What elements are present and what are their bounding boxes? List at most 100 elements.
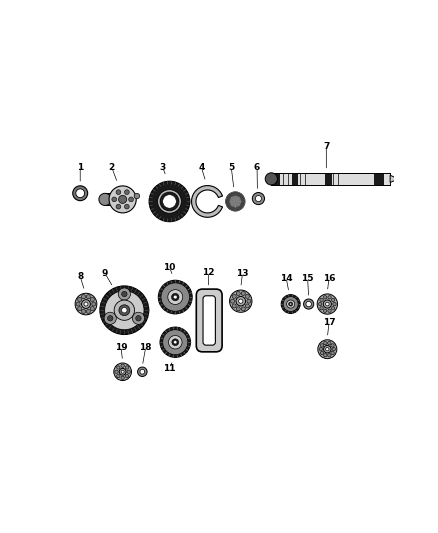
- Circle shape: [84, 302, 88, 306]
- Circle shape: [172, 339, 179, 345]
- Circle shape: [78, 297, 82, 302]
- Circle shape: [325, 302, 329, 306]
- Circle shape: [121, 370, 124, 373]
- Circle shape: [230, 196, 241, 207]
- Circle shape: [232, 294, 236, 298]
- Circle shape: [286, 300, 295, 308]
- Circle shape: [158, 280, 192, 314]
- Circle shape: [109, 186, 136, 213]
- Bar: [293, 173, 298, 185]
- Circle shape: [81, 309, 85, 313]
- Circle shape: [318, 340, 337, 359]
- Circle shape: [121, 376, 124, 379]
- Circle shape: [161, 283, 190, 311]
- Circle shape: [283, 297, 298, 311]
- Circle shape: [265, 173, 277, 185]
- Circle shape: [112, 197, 117, 202]
- Bar: [105, 193, 121, 205]
- Text: 12: 12: [202, 268, 215, 277]
- Circle shape: [324, 342, 327, 345]
- Bar: [271, 173, 280, 185]
- Circle shape: [100, 286, 149, 335]
- Circle shape: [117, 366, 120, 369]
- Circle shape: [236, 307, 240, 311]
- Circle shape: [323, 300, 332, 308]
- Circle shape: [328, 342, 331, 345]
- Text: 18: 18: [139, 343, 152, 352]
- Circle shape: [173, 341, 177, 344]
- Circle shape: [99, 193, 111, 205]
- Circle shape: [321, 344, 324, 347]
- Polygon shape: [191, 185, 223, 217]
- Circle shape: [125, 366, 129, 369]
- Circle shape: [92, 302, 96, 306]
- Circle shape: [323, 296, 327, 299]
- Circle shape: [136, 316, 141, 321]
- Circle shape: [107, 316, 113, 321]
- Circle shape: [162, 195, 176, 208]
- Circle shape: [289, 302, 293, 306]
- Circle shape: [75, 293, 97, 315]
- Text: 3: 3: [159, 163, 166, 172]
- Circle shape: [324, 353, 327, 357]
- Circle shape: [241, 307, 245, 311]
- Circle shape: [119, 368, 126, 375]
- Text: 7: 7: [323, 142, 329, 150]
- Circle shape: [331, 344, 334, 347]
- Circle shape: [328, 353, 331, 357]
- Circle shape: [76, 189, 85, 198]
- Text: 19: 19: [115, 343, 127, 352]
- Circle shape: [328, 296, 331, 299]
- Circle shape: [255, 196, 261, 201]
- Circle shape: [140, 369, 145, 374]
- Circle shape: [320, 306, 323, 310]
- Polygon shape: [390, 175, 396, 182]
- Circle shape: [124, 190, 129, 195]
- Text: 16: 16: [323, 273, 335, 282]
- Bar: [271, 173, 390, 185]
- Circle shape: [149, 181, 190, 222]
- Circle shape: [172, 293, 179, 301]
- Circle shape: [247, 299, 251, 303]
- Text: 10: 10: [163, 263, 176, 272]
- Circle shape: [168, 289, 183, 304]
- Circle shape: [173, 295, 177, 299]
- Circle shape: [90, 297, 94, 302]
- Circle shape: [81, 300, 90, 309]
- Bar: [325, 173, 332, 185]
- Circle shape: [76, 302, 80, 306]
- Circle shape: [324, 345, 331, 353]
- Circle shape: [332, 306, 335, 310]
- Circle shape: [73, 186, 88, 200]
- Text: 4: 4: [198, 163, 205, 172]
- Text: 11: 11: [163, 364, 176, 373]
- Circle shape: [160, 192, 179, 211]
- Circle shape: [236, 296, 246, 306]
- FancyBboxPatch shape: [203, 296, 215, 345]
- Circle shape: [117, 374, 120, 378]
- Circle shape: [134, 193, 140, 199]
- Circle shape: [116, 190, 121, 195]
- Circle shape: [124, 204, 129, 209]
- Text: 2: 2: [109, 163, 115, 172]
- Circle shape: [138, 367, 147, 376]
- Circle shape: [281, 295, 300, 313]
- Circle shape: [245, 304, 249, 308]
- Circle shape: [114, 300, 134, 320]
- Circle shape: [226, 192, 245, 211]
- Circle shape: [319, 348, 322, 351]
- Circle shape: [328, 309, 331, 312]
- Circle shape: [321, 351, 324, 354]
- Circle shape: [86, 295, 90, 298]
- Circle shape: [129, 197, 134, 202]
- Circle shape: [232, 304, 236, 308]
- Circle shape: [116, 204, 121, 209]
- Circle shape: [241, 292, 245, 295]
- Circle shape: [333, 302, 336, 306]
- Text: 13: 13: [236, 269, 249, 278]
- Circle shape: [122, 292, 127, 297]
- Circle shape: [132, 312, 145, 325]
- Bar: [374, 173, 384, 185]
- Circle shape: [125, 374, 129, 378]
- Circle shape: [317, 294, 338, 314]
